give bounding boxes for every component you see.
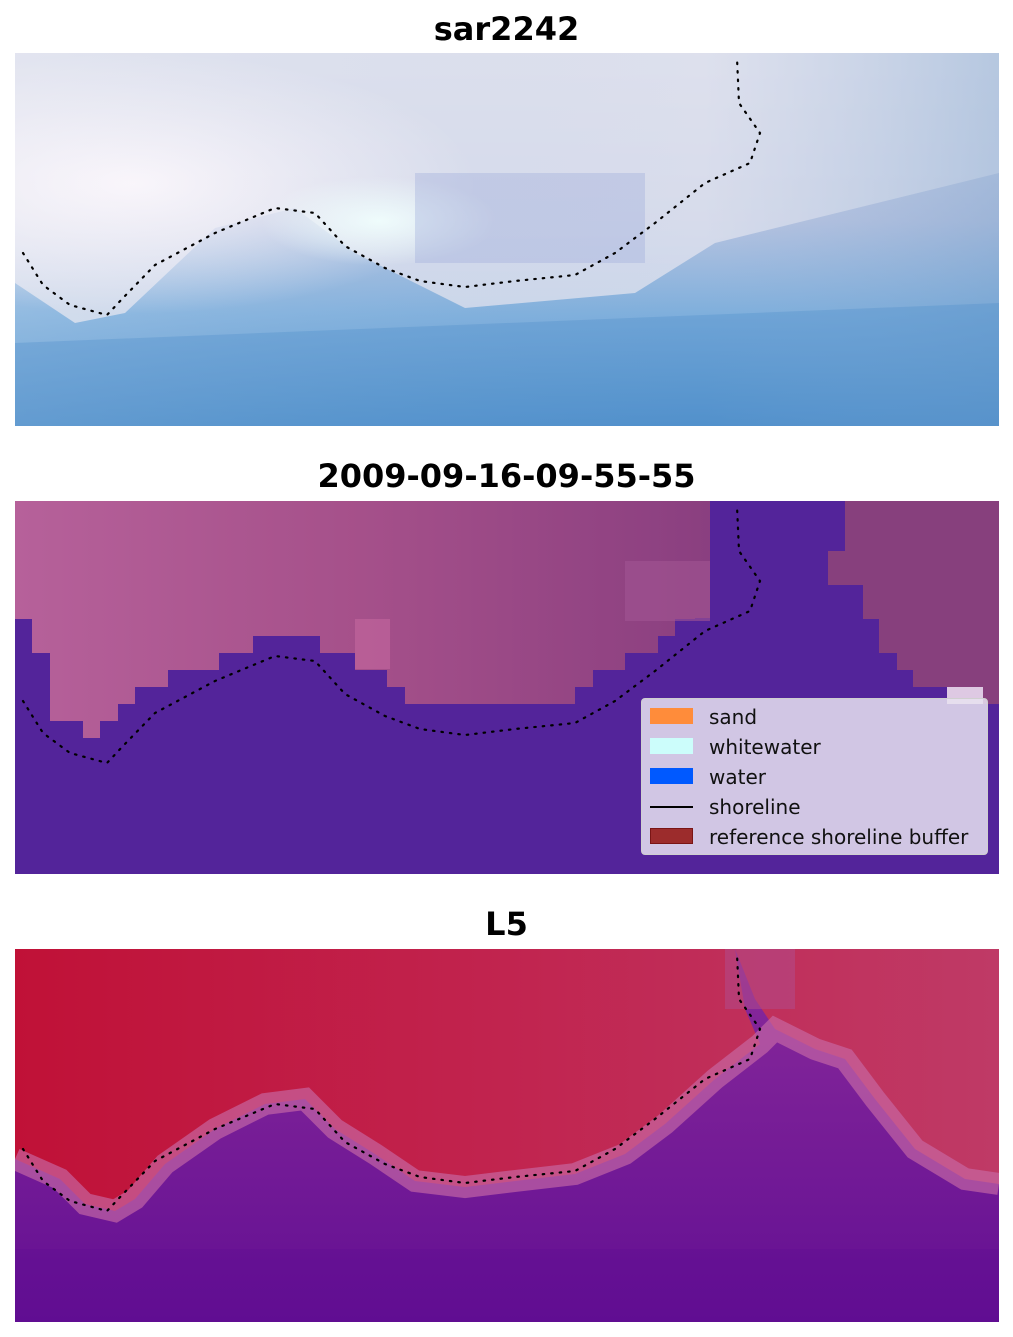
legend-swatch-water [650, 768, 693, 784]
index-image-canvas [15, 949, 999, 1322]
high-index-region [15, 949, 999, 1211]
legend-label-sand: sand [709, 705, 758, 729]
panel-title-rgb: sar2242 [433, 10, 580, 48]
legend-line-shoreline [650, 806, 693, 808]
shoreline-dots-index [21, 952, 762, 1213]
legend-swatch-reference-buffer [650, 828, 693, 844]
legend-label-shoreline: shoreline [709, 795, 801, 819]
legend-label-water: water [709, 765, 766, 789]
legend-label-whitewater: whitewater [709, 735, 821, 759]
legend: sand whitewater water shoreline referenc… [641, 698, 988, 855]
legend-swatch-whitewater [650, 738, 693, 754]
land-region-right [828, 501, 999, 704]
legend-label-reference-buffer: reference shoreline buffer [709, 825, 969, 849]
index-image [15, 949, 999, 1322]
legend-swatch-sand [650, 708, 693, 724]
shoreline-dots-rgb [21, 56, 762, 317]
rgb-image-canvas [15, 53, 999, 426]
panel-title-classified: 2009-09-16-09-55-55 [317, 457, 696, 495]
classified-image-canvas [15, 501, 999, 874]
panel-title-index: L5 [485, 905, 528, 943]
rgb-satellite-image [15, 53, 999, 426]
classified-image [15, 501, 999, 874]
shoreline-dots-classified [21, 504, 762, 765]
